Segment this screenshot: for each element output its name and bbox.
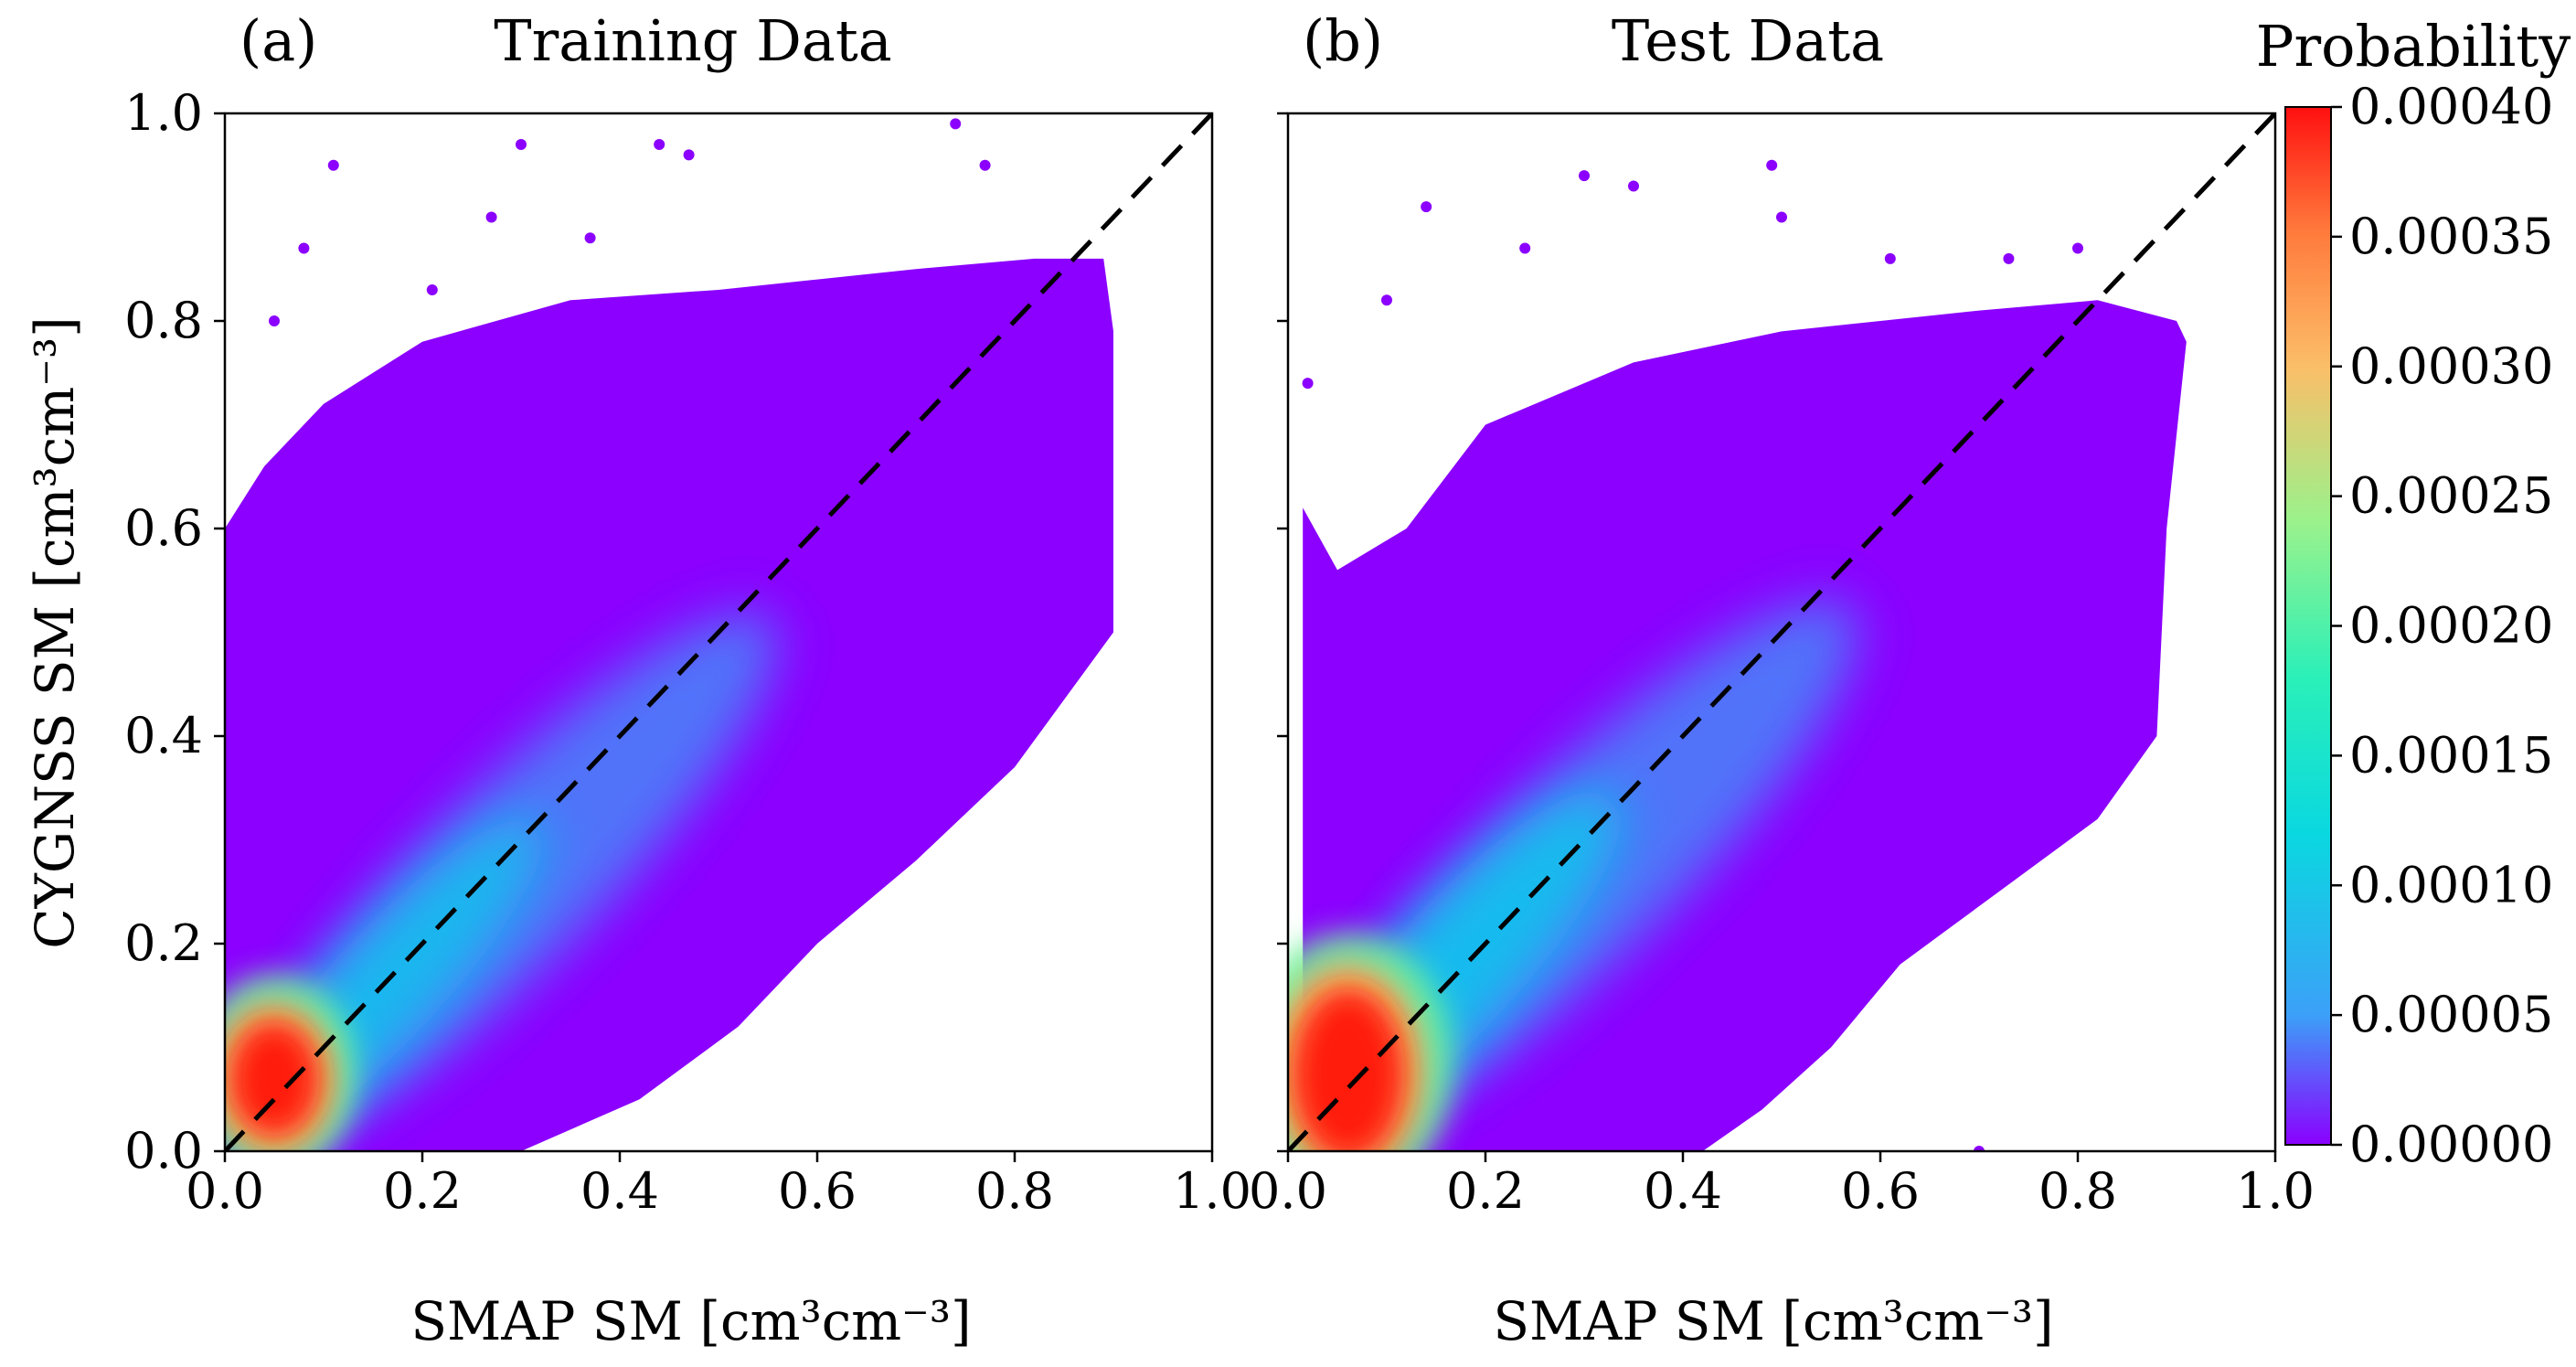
panel-a-xtick-label: 0.4 (580, 1162, 659, 1220)
panel-a-peak-red (229, 1020, 320, 1137)
panel-b-outlier-point (1302, 378, 1314, 390)
panel-b-ticks: 0.0 0.2 0.4 0.6 0.8 1.0 (1249, 112, 2315, 1220)
panel-a-outlier-point (979, 159, 991, 171)
panel-a-outlier-point (654, 139, 665, 151)
panel-b-outlier-point (2003, 252, 2015, 264)
panel-a-xtick-label: 1.0 (1173, 1162, 1251, 1220)
panel-a-ticks: 0.0 0.2 0.4 0.6 0.8 1.0 0.0 0.2 0.4 0.6 0.8 1.0 (124, 84, 1251, 1220)
panel-b-xtick-label: 0.4 (1644, 1162, 1722, 1220)
panel-a-outlier-point (269, 315, 280, 326)
panel-a-ytick-label: 0.2 (124, 914, 203, 972)
panel-a-outlier-point (950, 118, 962, 130)
panel-b-outlier-point (1628, 180, 1639, 192)
panel-b-density-core (1288, 600, 1858, 1151)
panel-b-frame (1286, 112, 2277, 1153)
colorbar-tick-label: 0.00025 (2349, 467, 2553, 525)
panel-a-xtick-label: 0.8 (975, 1162, 1054, 1220)
panel-a-xtick-label: 0.0 (186, 1162, 264, 1220)
panel-b-xlabel: SMAP SM [cm³cm⁻³] (1493, 1290, 2053, 1352)
colorbar-tick-label: 0.00000 (2349, 1116, 2553, 1173)
panel-b: 0.0 0.2 0.4 0.6 0.8 1.0 (b) Test Data SMAP SM… (1249, 7, 2315, 1352)
panel-b-outlier-point (1776, 211, 1787, 223)
panel-a-density (225, 113, 1212, 1151)
panel-a-ytick-label: 1.0 (124, 84, 203, 142)
panel-a-outlier-point (426, 283, 438, 295)
panel-a: 0.0 0.2 0.4 0.6 0.8 1.0 0.0 0.2 0.4 0.6 0.8 1.0 (a)… (24, 7, 1251, 1352)
panel-b-peak-red (1292, 988, 1405, 1151)
panel-a-density-core (225, 612, 778, 1151)
panel-b-xtick-label: 0.6 (1841, 1162, 1920, 1220)
panel-b-outlier-point (1884, 252, 1896, 264)
panel-a-outlier-point (485, 211, 497, 223)
panel-a-reference-line (225, 113, 1212, 1151)
panel-a-ytick-label: 0.0 (124, 1122, 203, 1180)
colorbar-tick-label: 0.00035 (2349, 208, 2553, 265)
panel-b-outlier-point (1766, 159, 1778, 171)
panel-b-title: Test Data (1612, 7, 1884, 74)
panel-a-xtick-label: 0.2 (383, 1162, 462, 1220)
colorbar-tick-label: 0.00020 (2349, 597, 2553, 655)
panel-b-xtick-label: 0.2 (1446, 1162, 1525, 1220)
panel-b-outlier-point (1421, 201, 1432, 213)
panel-b-xtick-label: 0.0 (1249, 1162, 1327, 1220)
panel-a-ytick-label: 0.6 (124, 499, 203, 557)
panel-b-xtick-label: 0.8 (2038, 1162, 2117, 1220)
panel-b-reference-line (1288, 113, 2275, 1151)
panel-b-density (1288, 113, 2275, 1151)
panel-a-ytick-label: 0.4 (124, 707, 203, 764)
colorbar-gradient (2284, 106, 2332, 1146)
panel-b-xtick-label: 1.0 (2236, 1162, 2315, 1220)
panel-b-outliers (1302, 159, 2083, 1151)
panel-b-outlier-point (1974, 1146, 1985, 1151)
panel-a-title: Training Data (494, 7, 891, 74)
colorbar-title: Probability (2256, 13, 2571, 80)
colorbar-tick-label: 0.00005 (2349, 986, 2553, 1043)
panel-a-outlier-point (516, 139, 527, 151)
panel-a-outlier-point (782, 315, 793, 326)
colorbar-tick-label: 0.00015 (2349, 726, 2553, 784)
panel-a-xlabel: SMAP SM [cm³cm⁻³] (410, 1290, 971, 1352)
panel-b-outlier-point (2072, 242, 2083, 254)
panel-a-xtick-label: 0.6 (778, 1162, 857, 1220)
colorbar-ticks: 0.00040 0.00035 0.00030 0.00025 0.00020 0.000… (2331, 78, 2553, 1173)
panel-a-ytick-label: 0.8 (124, 292, 203, 349)
panel-a-outlier-point (327, 159, 339, 171)
panel-b-outlier-point (1381, 294, 1392, 306)
panel-a-label: (a) (240, 7, 317, 74)
panel-b-label: (b) (1303, 7, 1383, 74)
panel-a-outlier-point (683, 149, 695, 161)
panel-a-outlier-point (298, 242, 310, 254)
colorbar-tick-label: 0.00010 (2349, 856, 2553, 913)
panel-b-outlier-point (1579, 170, 1590, 182)
panel-a-frame (223, 112, 1214, 1153)
panel-a-outlier-point (584, 232, 596, 244)
colorbar-tick-label: 0.00040 (2349, 78, 2553, 135)
panel-a-ylabel: CYGNSS SM [cm³cm⁻³] (24, 316, 86, 949)
panel-a-outliers (269, 118, 991, 326)
colorbar: Probability 0.00040 0.00035 0.00030 0.00025… (2256, 13, 2571, 1173)
panel-b-outlier-point (1519, 242, 1531, 254)
colorbar-tick-label: 0.00030 (2349, 337, 2553, 395)
